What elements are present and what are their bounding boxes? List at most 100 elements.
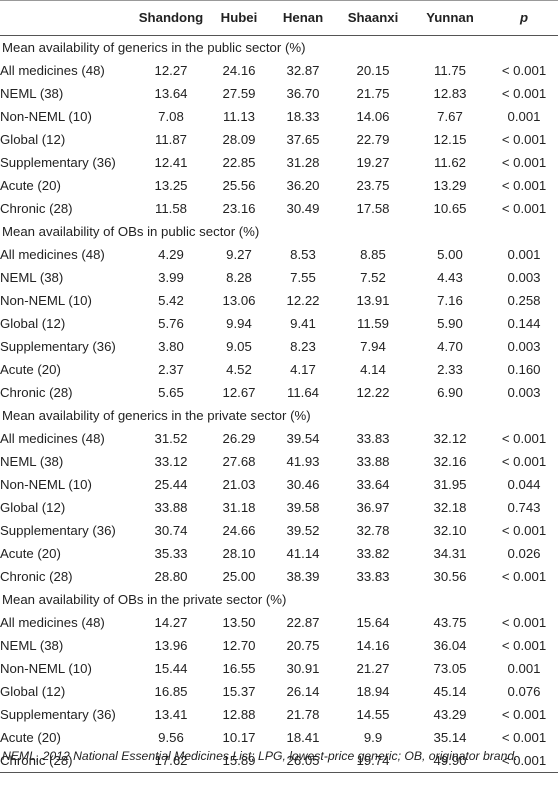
table-row: Chronic (28) 11.58 23.16 30.49 17.58 10.65 < 0… <box>0 197 558 220</box>
table-row: Supplementary (36) 13.41 12.88 21.78 14.55 43… <box>0 703 558 726</box>
row-label: Non-NEML (10) <box>0 109 92 124</box>
value-cell: 36.04 <box>433 638 467 653</box>
value-cell: 24.66 <box>222 523 256 538</box>
table-row: Non-NEML (10) 7.08 11.13 18.33 14.06 7.67 0.00… <box>0 105 558 128</box>
value-cell: 13.25 <box>154 178 188 193</box>
value-cell: 10.65 <box>433 201 467 216</box>
table-row: All medicines (48) 31.52 26.29 39.54 33.83 32… <box>0 427 558 450</box>
table-row: Supplementary (36) 12.41 22.85 31.28 19.27 11… <box>0 151 558 174</box>
section-title: Mean availability of OBs in public secto… <box>2 224 260 239</box>
table-row: Global (12) 16.85 15.37 26.14 18.94 45.14 0.07… <box>0 680 558 703</box>
value-cell: 5.00 <box>437 247 463 262</box>
value-cell: 23.75 <box>356 178 390 193</box>
value-cell: 33.88 <box>154 500 188 515</box>
value-cell: 30.91 <box>286 661 320 676</box>
value-cell: 8.85 <box>360 247 386 262</box>
p-value-cell: < 0.001 <box>501 454 547 469</box>
value-cell: 8.53 <box>290 247 316 262</box>
table-row: Global (12) 5.76 9.94 9.41 11.59 5.90 0.144 <box>0 312 558 335</box>
value-cell: 33.88 <box>356 454 390 469</box>
value-cell: 33.64 <box>356 477 390 492</box>
value-cell: 41.14 <box>286 546 320 561</box>
row-label: Supplementary (36) <box>0 339 116 354</box>
p-value-cell: 0.003 <box>507 385 541 400</box>
row-label: Non-NEML (10) <box>0 293 92 308</box>
value-cell: 31.52 <box>154 431 188 446</box>
p-value-cell: < 0.001 <box>501 569 547 584</box>
value-cell: 35.14 <box>433 730 467 745</box>
value-cell: 21.27 <box>356 661 390 676</box>
value-cell: 18.94 <box>356 684 390 699</box>
value-cell: 34.31 <box>433 546 467 561</box>
row-label: Global (12) <box>0 316 66 331</box>
value-cell: 2.33 <box>437 362 463 377</box>
value-cell: 12.22 <box>356 385 390 400</box>
table-footnote: NEML, 2012 National Essential Medicines … <box>2 749 518 763</box>
value-cell: 25.00 <box>222 569 256 584</box>
value-cell: 9.27 <box>226 247 252 262</box>
value-cell: 9.56 <box>158 730 184 745</box>
row-label: NEML (38) <box>0 270 64 285</box>
value-cell: 17.62 <box>134 749 208 773</box>
value-cell: 12.88 <box>222 707 256 722</box>
table-row: Supplementary (36) 30.74 24.66 39.52 32.78 32… <box>0 519 558 542</box>
value-cell: 8.23 <box>290 339 316 354</box>
row-label: Chronic (28) <box>0 749 134 773</box>
value-cell: 9.94 <box>226 316 252 331</box>
value-cell: 2.37 <box>158 362 184 377</box>
value-cell: 12.70 <box>222 638 256 653</box>
table-row: Acute (20) 2.37 4.52 4.17 4.14 2.33 0.160 <box>0 358 558 381</box>
section-title: Mean availability of generics in the pub… <box>2 40 306 55</box>
value-cell: 27.68 <box>222 454 256 469</box>
value-cell: 11.13 <box>222 109 256 124</box>
value-cell: 13.41 <box>154 707 188 722</box>
value-cell: 25.56 <box>222 178 256 193</box>
table-body: Mean availability of generics in the pub… <box>0 36 558 773</box>
value-cell: 11.62 <box>433 155 467 170</box>
p-value-cell: < 0.001 <box>501 63 547 78</box>
value-cell: 11.59 <box>356 316 390 331</box>
value-cell: 32.12 <box>433 431 467 446</box>
value-cell: 30.46 <box>286 477 320 492</box>
value-cell: 14.27 <box>154 615 188 630</box>
value-cell: 37.65 <box>286 132 320 147</box>
header-cell-shandong: Shandong <box>134 0 208 36</box>
value-cell: 22.87 <box>286 615 320 630</box>
value-cell: 20.75 <box>286 638 320 653</box>
p-value-cell: < 0.001 <box>501 615 547 630</box>
p-value-cell: < 0.001 <box>501 431 547 446</box>
row-label: NEML (38) <box>0 638 64 653</box>
value-cell: 12.27 <box>154 63 188 78</box>
value-cell: 13.91 <box>356 293 390 308</box>
value-cell: 32.16 <box>433 454 467 469</box>
section-title: Mean availability of generics in the pri… <box>2 408 311 423</box>
p-value-cell: 0.001 <box>507 109 541 124</box>
value-cell: 4.29 <box>158 247 184 262</box>
value-cell: 7.16 <box>437 293 463 308</box>
value-cell: 17.58 <box>356 201 390 216</box>
value-cell: 36.97 <box>356 500 390 515</box>
row-label: All medicines (48) <box>0 431 105 446</box>
header-cell-henan: Henan <box>270 0 336 36</box>
value-cell: 12.67 <box>222 385 256 400</box>
value-cell: 36.20 <box>286 178 320 193</box>
value-cell: 21.78 <box>286 707 320 722</box>
value-cell: 13.06 <box>222 293 256 308</box>
p-value-cell: < 0.001 <box>501 178 547 193</box>
value-cell: 7.08 <box>158 109 184 124</box>
header-cell-shaanxi: Shaanxi <box>336 0 410 36</box>
value-cell: 5.42 <box>158 293 184 308</box>
table-row: Acute (20) 9.56 10.17 18.41 9.9 35.14 < 0.001 <box>0 726 558 749</box>
p-value-cell: < 0.001 <box>501 638 547 653</box>
row-label: Acute (20) <box>0 178 61 193</box>
value-cell: 11.75 <box>433 63 467 78</box>
value-cell: 20.15 <box>356 63 390 78</box>
value-cell: 15.64 <box>356 615 390 630</box>
section-heading-row: Mean availability of OBs in public secto… <box>0 220 558 243</box>
row-label: Supplementary (36) <box>0 523 116 538</box>
header-row: Shandong Hubei Henan Shaanxi Yunnan p <box>0 0 558 36</box>
value-cell: 28.80 <box>154 569 188 584</box>
table-row: Acute (20) 13.25 25.56 36.20 23.75 13.29 < 0.0… <box>0 174 558 197</box>
value-cell: 31.18 <box>222 500 256 515</box>
value-cell: 10.17 <box>222 730 256 745</box>
